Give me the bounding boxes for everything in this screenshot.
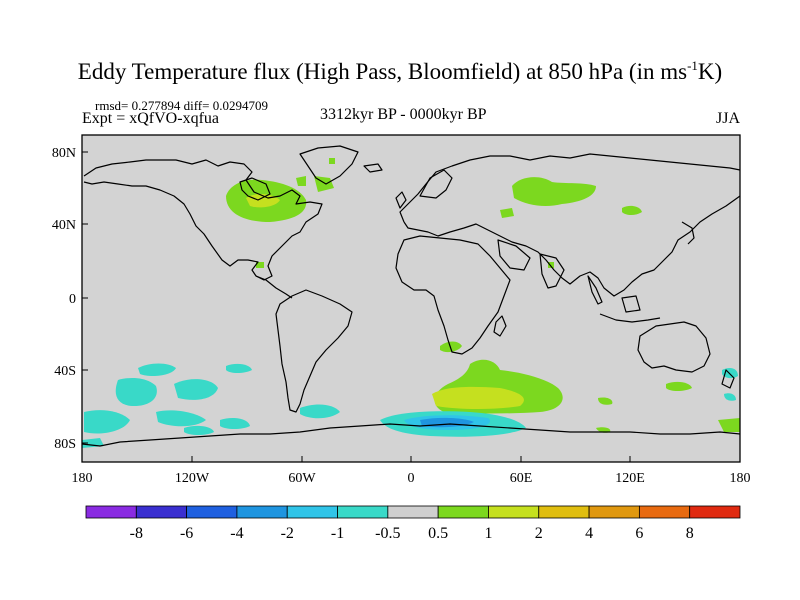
map-background (82, 135, 740, 462)
stats-text: rmsd= 0.277894 diff= 0.0294709 (95, 98, 268, 113)
contour-negative (115, 378, 157, 406)
x-tick-label: 180 (72, 471, 93, 486)
coastline-central-america (255, 275, 293, 299)
title-main: Eddy Temperature flux (High Pass, Bloomf… (77, 59, 688, 84)
colorbar-box (437, 505, 489, 519)
colorbar-label: -4 (230, 525, 243, 542)
colorbar-box (638, 505, 691, 519)
colorbar-label: 1 (484, 525, 492, 542)
colorbar-label: -6 (180, 525, 193, 542)
contour-negative (156, 410, 206, 427)
experiment-label: Expt = xQfVO-xqfua (82, 110, 219, 127)
colorbar-label: 0.5 (428, 525, 448, 542)
x-tick-label: 120E (615, 471, 645, 486)
colorbar-label: -1 (331, 525, 344, 542)
contour-positive (296, 176, 306, 186)
colorbar-label: -2 (281, 525, 294, 542)
contour-positive (596, 427, 611, 433)
coastline-africa (395, 235, 511, 355)
y-tick-label: 80N (52, 146, 76, 161)
axis-ticks (81, 151, 741, 462)
colorbar-label: -0.5 (375, 525, 400, 542)
colorbar-label: 8 (686, 525, 694, 542)
coastline-antarctica (81, 423, 741, 447)
y-tick-label: 40S (54, 364, 76, 379)
colorbar (85, 505, 741, 519)
coastline-new-zealand (721, 369, 735, 389)
x-tick-label: 120W (175, 471, 210, 486)
colorbar-label: 2 (535, 525, 543, 542)
coastline-greenland (299, 145, 359, 185)
contour-negative (300, 404, 340, 419)
colorbar-label: 4 (585, 525, 593, 542)
contour-positive (440, 341, 462, 353)
colorbar-box (236, 505, 288, 519)
colorbar-box (488, 505, 540, 519)
coastline-east-asia (403, 195, 741, 297)
colorbar-box (538, 505, 590, 519)
contour-negative (84, 410, 130, 434)
coastline-eurasia (399, 153, 741, 223)
contour-negative (226, 363, 252, 373)
contour-negative (184, 425, 214, 435)
colorbar-box (186, 505, 238, 519)
coastline-north-america (83, 159, 323, 281)
x-tick-labels: 180 120W 60W 0 60E 120E 180 (72, 471, 751, 486)
contour-negative (724, 393, 736, 401)
coastline-scandinavia (419, 169, 453, 199)
coastline-uk (395, 191, 407, 209)
contour-positive (256, 262, 264, 268)
x-tick-label: 180 (730, 471, 751, 486)
x-tick-label: 60W (288, 471, 316, 486)
coastline-india (539, 253, 565, 289)
contour-negative (138, 363, 176, 376)
colorbar-box (85, 505, 137, 519)
coastline-south-america (275, 289, 353, 413)
colorbar-labels: -8 -6 -4 -2 -1 -0.5 0.5 1 2 4 6 8 (130, 525, 694, 542)
colorbar-box (588, 505, 640, 519)
coastline-iceland (363, 163, 383, 173)
coastline-borneo (621, 295, 641, 313)
coastline-southeast-asia (587, 275, 603, 305)
colorbar-box (337, 505, 389, 519)
coastline-indonesia (599, 313, 661, 323)
contour-positive (598, 397, 613, 405)
contour-positive (622, 205, 642, 215)
period-label: 3312kyr BP - 0000kyr BP (320, 106, 487, 123)
x-tick-label: 60E (510, 471, 533, 486)
colorbar-box (135, 505, 188, 519)
contour-positive (666, 381, 692, 391)
contour-negative (220, 418, 250, 429)
x-tick-label: 0 (408, 471, 415, 486)
colorbar-box (689, 505, 741, 519)
coastline-japan (681, 221, 695, 245)
contour-positive (432, 386, 524, 409)
contour-negative (174, 379, 218, 400)
coastlines (81, 145, 741, 447)
colorbar-label: 6 (635, 525, 643, 542)
y-tick-label: 80S (54, 437, 76, 452)
colorbar-box (286, 505, 338, 519)
contour-positive (512, 177, 596, 206)
colorbar-label: -8 (130, 525, 143, 542)
coastline-arabia (497, 239, 531, 271)
y-tick-labels: 80N 40N 0 40S 80S (52, 146, 76, 452)
y-tick-label: 0 (69, 292, 76, 307)
coastline-madagascar (493, 315, 507, 337)
coastline-hudson-bay (239, 177, 271, 201)
y-tick-label: 40N (52, 218, 76, 233)
contour-positive (329, 158, 335, 164)
contour-positive (718, 418, 740, 432)
title-unit-end: K) (697, 59, 723, 84)
contour-positive (500, 208, 514, 218)
colorbar-box (387, 505, 439, 519)
title-superscript: -1 (687, 58, 698, 73)
chart-title: Eddy Temperature flux (High Pass, Bloomf… (0, 58, 800, 85)
season-label: JJA (716, 110, 741, 127)
coastline-australia (637, 321, 711, 373)
